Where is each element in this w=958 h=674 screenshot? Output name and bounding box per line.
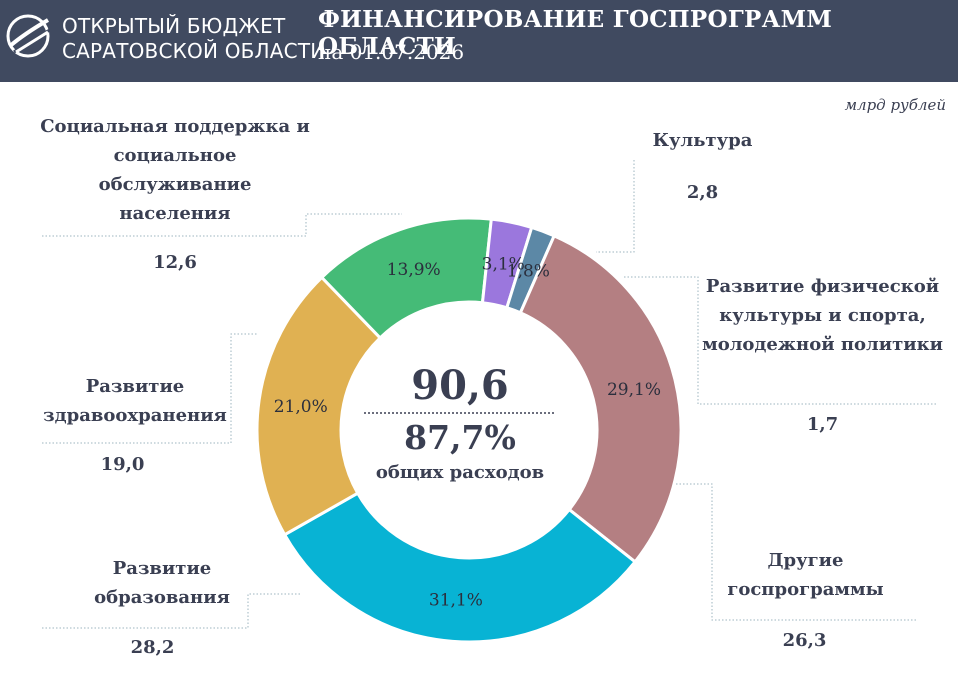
donut-slice	[282, 491, 638, 644]
label-other: Другие госпрограммы	[727, 550, 884, 600]
percent-label: 13,9%	[387, 260, 441, 280]
percent-label: 29,1%	[607, 380, 661, 400]
leader-line	[668, 483, 916, 621]
label-culture: Культура	[652, 130, 753, 151]
percent-label: 21,0%	[274, 397, 328, 417]
page-subtitle: на 01.07.2026	[318, 40, 465, 64]
donut-slice	[518, 233, 683, 564]
center-total: 90,6	[411, 362, 509, 409]
donut-slice	[255, 275, 383, 537]
center-caption: общих расходов	[375, 462, 545, 483]
leader-line	[42, 333, 258, 444]
leader-line	[596, 160, 635, 253]
header-bar: ОТКРЫТЫЙ БЮДЖЕТ САРАТОВСКОЙ ОБЛАСТИ ФИНА…	[0, 0, 958, 82]
brand-line-2: САРАТОВСКОЙ ОБЛАСТИ	[62, 39, 326, 63]
leader-lines	[42, 160, 936, 629]
label-health: Развитие здравоохранения	[43, 376, 227, 426]
leader-line	[622, 276, 936, 405]
value-culture: 2,8	[686, 182, 719, 203]
percent-label: 3,1%	[482, 254, 525, 274]
leader-line	[42, 593, 300, 629]
label-sport: Развитие физической культуры и спорта, м…	[702, 276, 943, 355]
value-other: 26,3	[782, 630, 827, 651]
globe-swoosh-icon	[6, 14, 51, 58]
unit-label: млрд рублей	[844, 96, 946, 114]
value-education: 28,2	[130, 637, 175, 658]
value-health: 19,0	[100, 454, 145, 475]
percent-labels: 13,9% 3,1%1,8% 29,1% 31,1% 21,0%	[274, 254, 661, 610]
donut-slices	[255, 216, 683, 644]
brand-name: ОТКРЫТЫЙ БЮДЖЕТ САРАТОВСКОЙ ОБЛАСТИ	[62, 14, 325, 64]
page-title: ФИНАНСИРОВАНИЕ ГОСПРОГРАММ ОБЛАСТИ	[318, 6, 833, 60]
label-social: Социальная поддержка и социальное обслуж…	[40, 116, 310, 224]
percent-label: 1,8%	[507, 262, 550, 282]
value-social: 12,6	[153, 252, 197, 273]
percent-label: 31,1%	[429, 590, 483, 610]
value-sport: 1,7	[806, 414, 839, 435]
leader-line	[42, 213, 402, 237]
center-share: 87,7%	[404, 418, 516, 457]
label-education: Развитие образования	[94, 558, 230, 608]
brand-line-1: ОТКРЫТЫЙ БЮДЖЕТ	[62, 14, 286, 38]
